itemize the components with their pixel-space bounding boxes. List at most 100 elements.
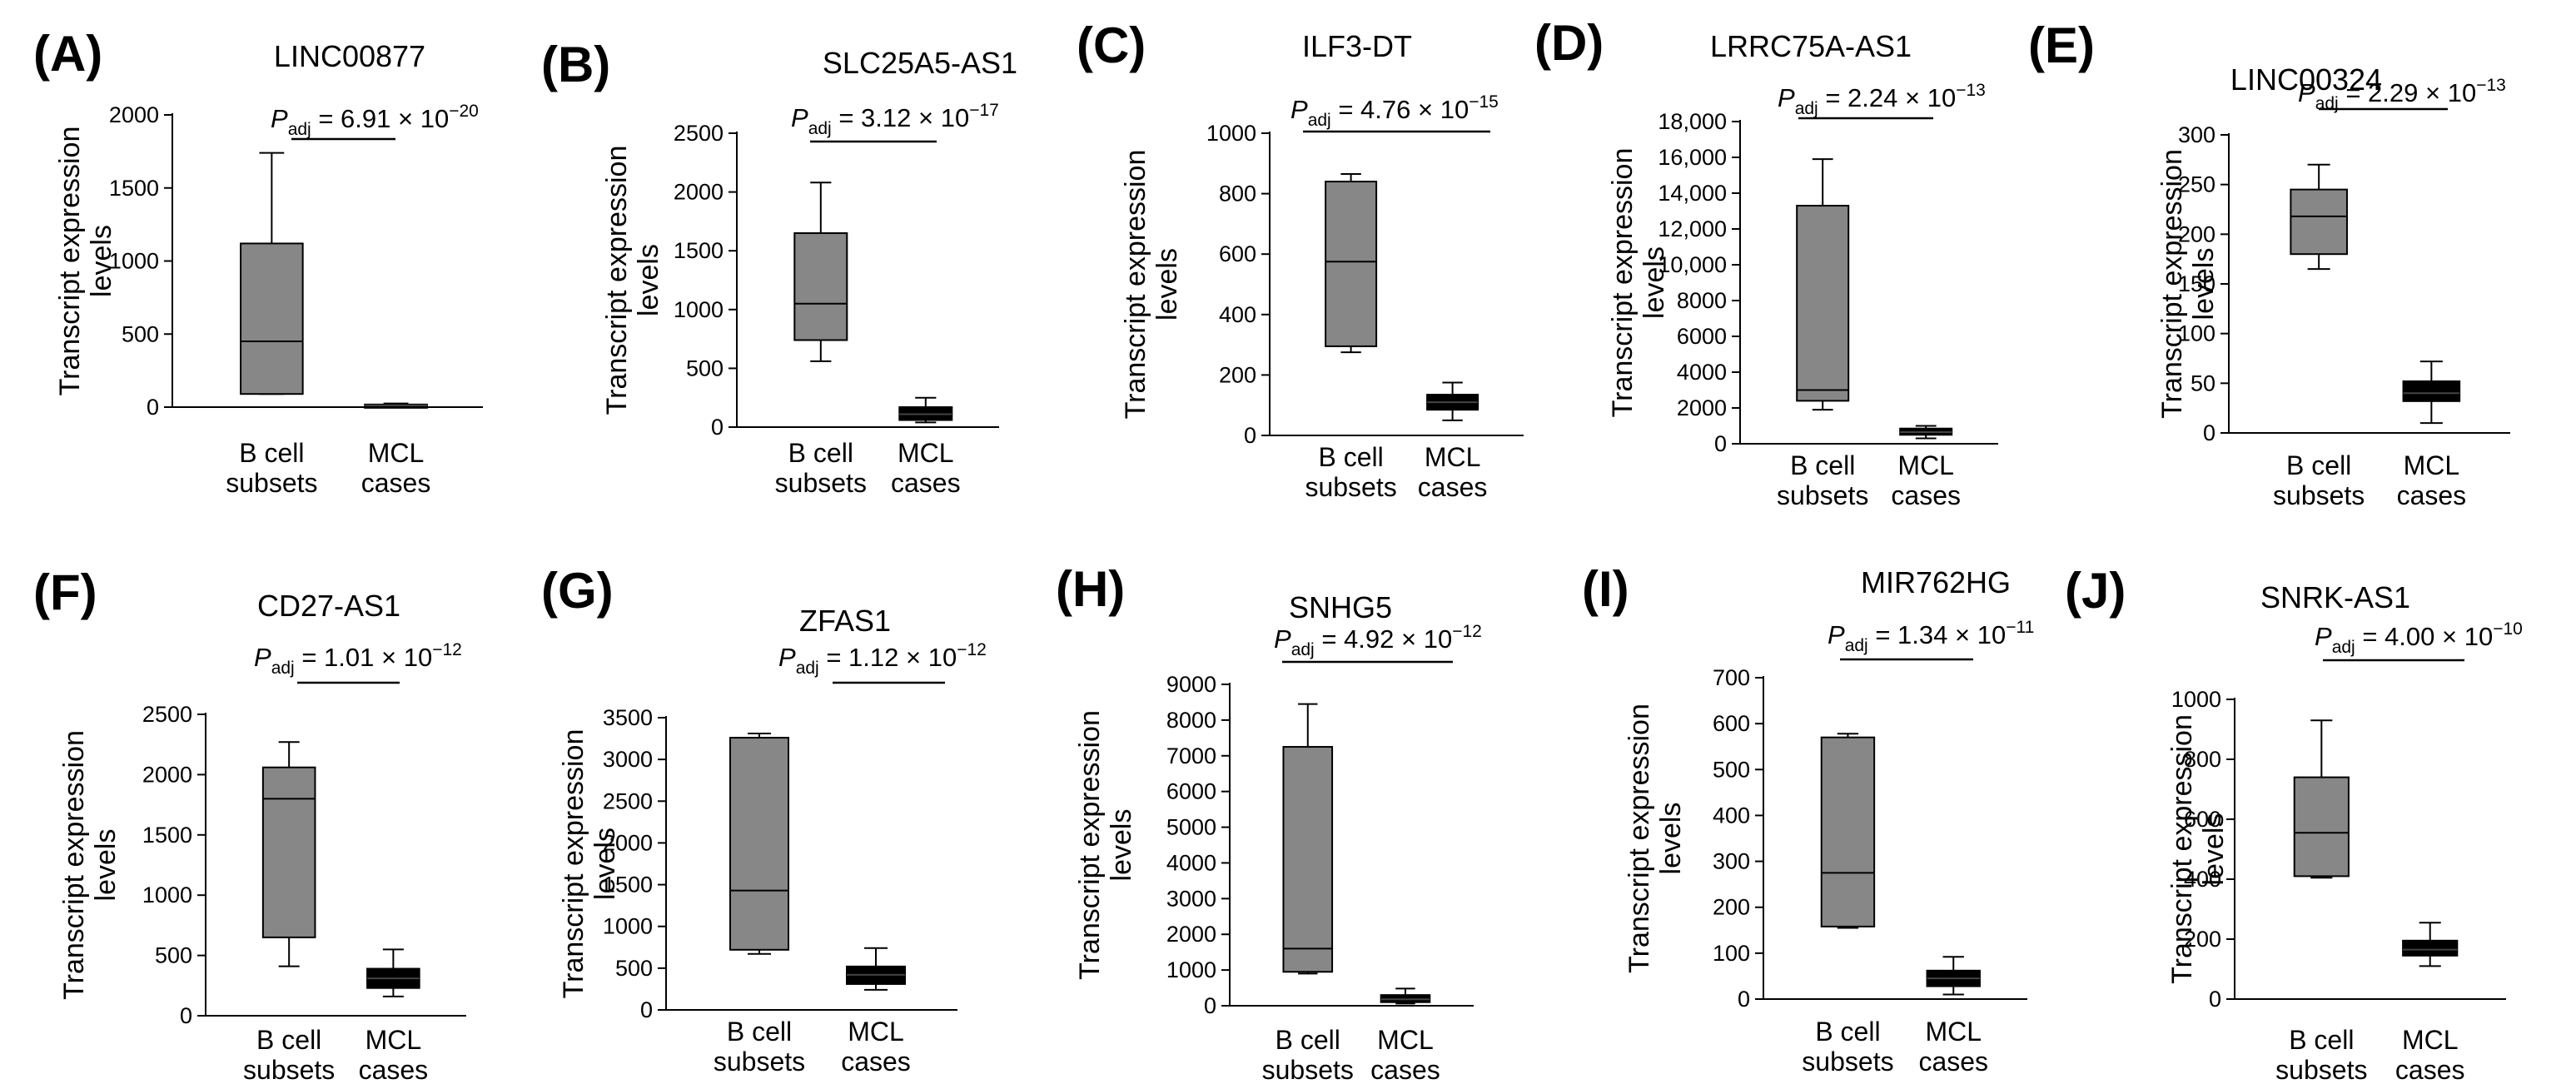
y-tick-label: 3000	[1166, 886, 1216, 911]
x-category-label: B cell	[2289, 1025, 2354, 1055]
y-tick-label: 0	[2203, 420, 2215, 445]
box-b-cell-subsets	[1282, 703, 1334, 975]
panel-letter: (B)	[541, 37, 610, 92]
chart-title: CD27-AS1	[257, 589, 400, 623]
y-axis-label: levels	[2198, 813, 2230, 886]
x-category-label: B cell	[1318, 442, 1383, 472]
y-tick-label: 2000	[603, 830, 653, 855]
y-tick-label: 8000	[1166, 708, 1216, 733]
x-category-label: B cell	[239, 438, 304, 468]
y-tick-label: 2000	[674, 180, 724, 205]
box-mcl-cases	[1426, 381, 1479, 421]
y-tick-label: 400	[2184, 867, 2221, 892]
box-iqr	[2402, 380, 2461, 402]
y-tick-label: 4000	[1677, 360, 1727, 385]
y-tick-label: 9000	[1166, 672, 1216, 697]
box-iqr	[1820, 736, 1876, 927]
chart-title: LINC00877	[274, 39, 425, 73]
x-category-label: subsets	[226, 468, 317, 498]
y-tick-label: 200	[2184, 927, 2221, 952]
box-mcl-cases	[2402, 361, 2461, 425]
y-tick-label: 100	[2178, 321, 2215, 346]
box-b-cell-subsets	[1820, 733, 1876, 929]
y-axis-label: levels	[2188, 248, 2220, 321]
p-adj-label: Padj = 2.24 × 10−13	[1778, 81, 1986, 118]
p-adj-label: Padj = 3.12 × 10−17	[791, 101, 999, 138]
p-adj-label: Padj = 4.92 × 10−12	[1274, 622, 1482, 659]
panel-j: (J) SNRK-AS1 Padj = 4.00 × 10−10 0 200 400 600…	[2065, 563, 2523, 1085]
y-tick-label: 0	[1738, 987, 1750, 1012]
x-category-label: B cell	[256, 1025, 321, 1055]
chart-title: SLC25A5-AS1	[823, 46, 1017, 80]
y-tick-label: 1500	[109, 176, 159, 201]
panel-letter: (E)	[2028, 17, 2095, 73]
y-tick-label: 500	[615, 956, 653, 981]
panel-letter: (G)	[541, 563, 614, 619]
box-b-cell-subsets	[261, 741, 316, 967]
y-axis-label: levels	[86, 225, 117, 297]
y-tick-label: 1000	[1206, 121, 1256, 146]
y-tick-label: 5000	[1166, 815, 1216, 840]
x-category-label: MCL	[2402, 1025, 2459, 1055]
y-axis-label: Transcript expression	[2166, 714, 2198, 984]
y-axis-label: levels	[90, 829, 122, 902]
y-tick-label: 150	[2178, 271, 2215, 296]
y-axis-label: levels	[1151, 248, 1183, 321]
y-tick-label: 14,000	[1658, 181, 1727, 206]
x-category-label: MCL	[848, 1017, 904, 1047]
y-tick-label: 6000	[1677, 324, 1727, 349]
y-tick-label: 0	[640, 997, 653, 1022]
box-b-cell-subsets	[729, 733, 789, 955]
y-tick-label: 300	[2178, 122, 2215, 147]
box-mcl-cases	[366, 948, 420, 997]
x-category-label: MCL	[1925, 1017, 1982, 1047]
y-tick-label: 1000	[142, 883, 192, 908]
x-category-label: B cell	[1815, 1017, 1880, 1047]
x-category-label: MCL	[366, 1025, 422, 1055]
y-axis-label: Transcript expression	[1120, 150, 1151, 420]
x-category-label: subsets	[1262, 1055, 1354, 1085]
y-tick-label: 3500	[603, 705, 653, 730]
chart-title: MIR762HG	[1861, 565, 2011, 599]
y-axis-label: Transcript expression	[1074, 710, 1106, 980]
chart-title: ZFAS1	[799, 604, 891, 638]
box-mcl-cases	[898, 396, 953, 424]
p-adj-label: Padj = 1.12 × 10−12	[778, 640, 987, 678]
box-iqr	[1282, 746, 1334, 973]
y-tick-label: 600	[2184, 807, 2221, 832]
x-category-label: subsets	[2273, 480, 2365, 510]
y-tick-label: 2500	[674, 121, 724, 146]
panel-letter: (J)	[2065, 563, 2126, 619]
x-category-label: subsets	[1305, 472, 1396, 502]
x-category-label: B cell	[2286, 450, 2351, 480]
y-tick-label: 500	[122, 321, 159, 346]
box-iqr	[729, 737, 789, 951]
x-category-label: MCL	[2404, 450, 2460, 480]
box-iqr	[261, 766, 316, 938]
x-category-label: B cell	[1276, 1025, 1340, 1055]
x-category-label: MCL	[1897, 450, 1954, 480]
x-category-label: subsets	[775, 468, 867, 498]
y-tick-label: 6000	[1166, 779, 1216, 804]
y-tick-label: 800	[1219, 182, 1256, 206]
x-category-label: MCL	[368, 438, 425, 468]
y-tick-label: 1500	[142, 823, 192, 848]
p-adj-label: Padj = 6.91 × 10−20	[271, 102, 479, 139]
box-b-cell-subsets	[240, 152, 304, 395]
panel-d: (D) LRRC75A-AS1 Padj = 2.24 × 10−13 0 2000 40…	[1534, 15, 1998, 510]
panel-letter: (A)	[33, 26, 102, 82]
y-tick-label: 400	[1713, 803, 1750, 828]
x-category-label: cases	[891, 468, 961, 498]
y-tick-label: 200	[1713, 895, 1750, 920]
y-tick-label: 0	[2209, 987, 2221, 1012]
x-category-label: subsets	[714, 1047, 805, 1077]
y-tick-label: 2000	[1677, 395, 1727, 420]
panel-letter: (C)	[1077, 17, 1146, 73]
y-tick-label: 800	[2184, 747, 2221, 772]
y-tick-label: 100	[1713, 941, 1750, 966]
y-tick-label: 2000	[142, 762, 192, 787]
box-iqr	[2293, 776, 2350, 878]
